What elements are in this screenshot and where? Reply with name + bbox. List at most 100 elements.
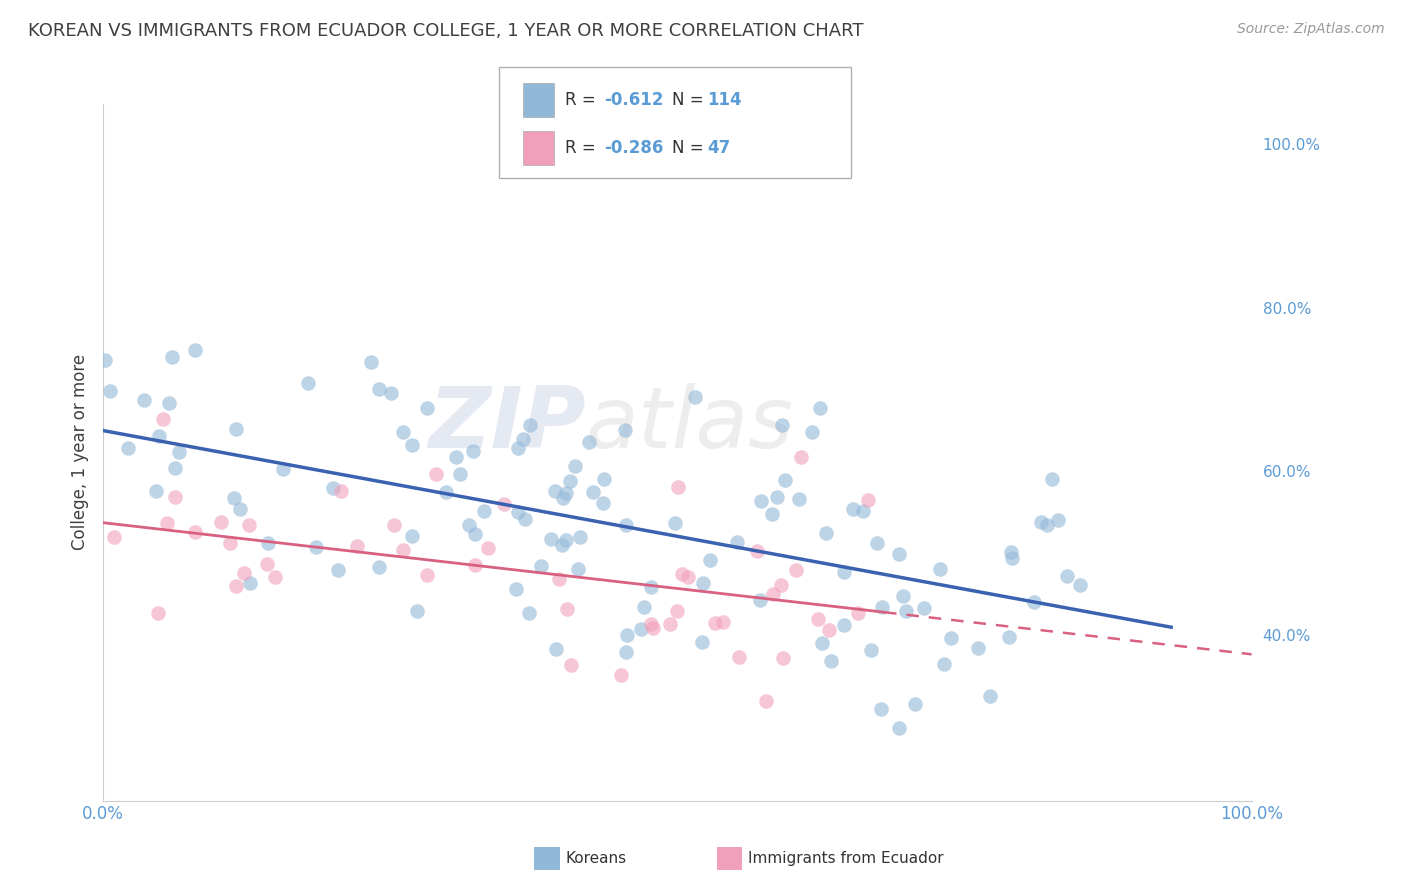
Point xyxy=(464,558,486,573)
Point xyxy=(305,540,328,554)
Point xyxy=(530,558,553,573)
Point xyxy=(224,491,246,506)
Point xyxy=(664,516,686,531)
Point xyxy=(939,631,962,645)
Text: ZIP: ZIP xyxy=(427,383,585,466)
Point xyxy=(683,390,706,404)
Point xyxy=(165,461,187,475)
Y-axis label: College, 1 year or more: College, 1 year or more xyxy=(72,354,89,550)
Point xyxy=(869,702,891,716)
Text: R =: R = xyxy=(565,139,602,157)
Point xyxy=(856,492,879,507)
Point xyxy=(519,417,541,432)
Point xyxy=(512,432,534,446)
Point xyxy=(866,536,889,550)
Point xyxy=(148,428,170,442)
Point xyxy=(614,645,637,659)
Point xyxy=(997,630,1019,644)
Point xyxy=(789,450,811,464)
Point xyxy=(505,582,527,596)
Point xyxy=(643,621,665,635)
Point xyxy=(616,627,638,641)
Point xyxy=(165,491,187,505)
Point xyxy=(761,507,783,521)
Point xyxy=(157,396,180,410)
Point xyxy=(553,491,575,505)
Point xyxy=(1001,550,1024,565)
Point xyxy=(630,622,652,636)
Point xyxy=(273,462,295,476)
Point xyxy=(506,504,529,518)
Point xyxy=(820,654,842,668)
Point xyxy=(368,560,391,574)
Text: R =: R = xyxy=(565,91,602,109)
Point xyxy=(401,528,423,542)
Point xyxy=(169,445,191,459)
Point xyxy=(391,543,413,558)
Text: 80.0%: 80.0% xyxy=(1263,301,1310,317)
Point xyxy=(808,401,831,415)
Point xyxy=(209,515,232,529)
Point xyxy=(233,566,256,580)
Point xyxy=(912,600,935,615)
Point xyxy=(346,539,368,553)
Text: Immigrants from Ecuador: Immigrants from Ecuador xyxy=(748,851,943,865)
Point xyxy=(592,496,614,510)
Point xyxy=(401,438,423,452)
Point xyxy=(800,425,823,439)
Point xyxy=(162,350,184,364)
Point xyxy=(425,467,447,481)
Point xyxy=(472,504,495,518)
Text: 47: 47 xyxy=(707,139,731,157)
Point xyxy=(770,418,793,433)
Point xyxy=(787,492,810,507)
Point xyxy=(184,524,207,539)
Point xyxy=(380,386,402,401)
Point xyxy=(860,643,883,657)
Point xyxy=(666,480,689,494)
Point xyxy=(703,616,725,631)
Point xyxy=(544,642,567,657)
Point xyxy=(872,600,894,615)
Text: atlas: atlas xyxy=(585,383,793,466)
Point xyxy=(506,441,529,455)
Point xyxy=(560,475,582,489)
Point xyxy=(264,570,287,584)
Point xyxy=(93,353,115,368)
Point xyxy=(368,382,391,396)
Point xyxy=(658,617,681,632)
Point xyxy=(382,518,405,533)
Point xyxy=(749,592,772,607)
Point xyxy=(755,694,778,708)
Point xyxy=(633,600,655,615)
Point xyxy=(145,483,167,498)
Point xyxy=(257,536,280,550)
Point xyxy=(256,557,278,571)
Point xyxy=(578,434,600,449)
Point xyxy=(322,481,344,495)
Text: 100.0%: 100.0% xyxy=(1263,137,1320,153)
Point xyxy=(297,376,319,390)
Point xyxy=(766,490,789,504)
Point xyxy=(564,459,586,474)
Point xyxy=(979,689,1001,703)
Point xyxy=(444,450,467,464)
Point xyxy=(1022,595,1045,609)
Point xyxy=(932,657,955,672)
Point xyxy=(929,562,952,576)
Point xyxy=(98,384,121,398)
Point xyxy=(692,576,714,591)
Point xyxy=(551,539,574,553)
Point xyxy=(567,562,589,576)
Point xyxy=(762,587,785,601)
Point xyxy=(806,611,828,625)
Point xyxy=(817,623,839,637)
Point xyxy=(699,553,721,567)
Text: -0.286: -0.286 xyxy=(605,139,664,157)
Point xyxy=(103,530,125,544)
Point xyxy=(785,563,807,577)
Point xyxy=(225,579,247,593)
Point xyxy=(887,547,910,561)
Point xyxy=(725,534,748,549)
Text: 114: 114 xyxy=(707,91,742,109)
